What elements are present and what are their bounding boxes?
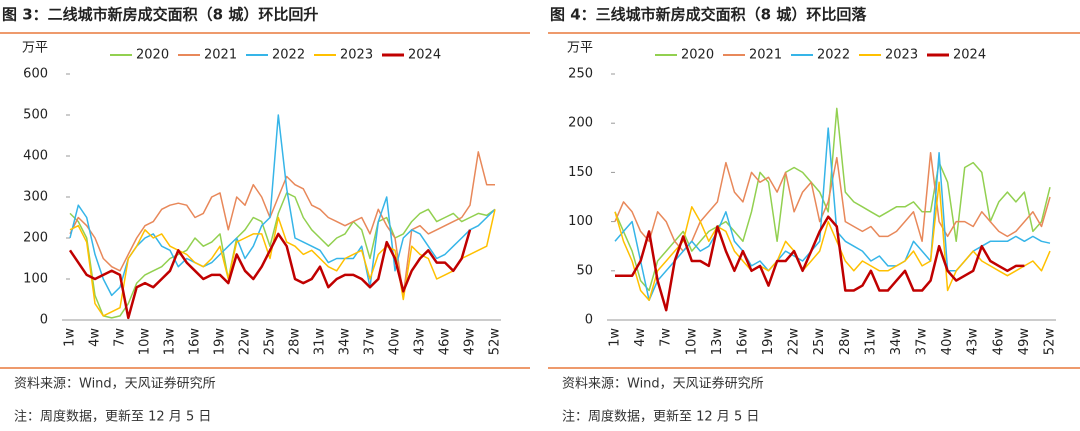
legend-label: 2024: [953, 48, 986, 63]
series-line: [615, 215, 1025, 312]
note: 注：周度数据，更新至 12 月 5 日: [14, 409, 211, 425]
y-tick-label: 400: [23, 149, 48, 164]
y-axis-label: 万平: [22, 41, 48, 56]
x-tick-label: 16w: [735, 328, 750, 356]
x-tick-label: 22w: [238, 328, 253, 356]
y-tick-label: 200: [568, 116, 593, 131]
x-tick-label: 13w: [710, 328, 725, 356]
x-tick-label: 31w: [313, 328, 328, 356]
x-tick-label: 49w: [1017, 328, 1032, 356]
legend-label: 2022: [817, 48, 850, 63]
y-tick-label: 200: [23, 231, 48, 246]
legend-label: 2024: [408, 48, 441, 63]
chart-title: 图 3：二线城市新房成交面积（8 城）环比回升: [2, 6, 318, 24]
x-tick-label: 28w: [288, 328, 303, 356]
y-tick-label: 300: [23, 190, 48, 205]
x-tick-label: 4w: [88, 328, 103, 347]
x-tick-label: 40w: [940, 328, 955, 356]
x-tick-label: 46w: [438, 328, 453, 356]
x-tick-label: 46w: [991, 328, 1006, 356]
series-line: [69, 209, 496, 317]
y-tick-label: 500: [23, 108, 48, 123]
x-tick-label: 31w: [863, 328, 878, 356]
legend-label: 2023: [340, 48, 373, 63]
legend-label: 2020: [681, 48, 714, 63]
x-tick-label: 37w: [915, 328, 930, 356]
x-tick-label: 34w: [889, 328, 904, 356]
legend-label: 2021: [204, 48, 237, 63]
series-line: [69, 151, 495, 297]
x-tick-label: 10w: [138, 328, 153, 356]
note: 注：周度数据，更新至 12 月 5 日: [562, 409, 759, 425]
y-tick-label: 0: [40, 313, 48, 328]
x-tick-label: 52w: [1043, 328, 1058, 356]
y-tick-label: 0: [585, 313, 593, 328]
series-line: [69, 114, 496, 297]
x-tick-label: 4w: [633, 328, 648, 347]
x-tick-label: 52w: [488, 328, 503, 356]
x-tick-label: 34w: [338, 328, 353, 356]
x-tick-label: 43w: [413, 328, 428, 356]
legend-label: 2022: [272, 48, 305, 63]
y-tick-label: 150: [568, 165, 593, 180]
x-tick-label: 40w: [388, 328, 403, 356]
y-tick-label: 50: [576, 263, 593, 278]
legend-label: 2021: [749, 48, 782, 63]
x-tick-label: 13w: [163, 328, 178, 356]
source: 资料来源：Wind，天风证券研究所: [14, 376, 216, 392]
x-tick-label: 28w: [838, 328, 853, 356]
x-tick-label: 22w: [787, 328, 802, 356]
x-tick-label: 25w: [263, 328, 278, 356]
chart-title: 图 4：三线城市新房成交面积（8 城）环比回落: [550, 6, 867, 24]
x-tick-label: 7w: [659, 328, 674, 347]
series-line: [69, 192, 496, 319]
legend-label: 2023: [885, 48, 918, 63]
x-tick-label: 19w: [213, 328, 228, 356]
x-tick-label: 10w: [684, 328, 699, 356]
legend-label: 2020: [136, 48, 169, 63]
x-tick-label: 19w: [761, 328, 776, 356]
y-axis-label: 万平: [567, 41, 593, 56]
y-tick-label: 600: [23, 67, 48, 82]
y-tick-label: 250: [568, 67, 593, 82]
x-tick-label: 37w: [363, 328, 378, 356]
x-tick-label: 7w: [113, 328, 128, 347]
source: 资料来源：Wind，天风证券研究所: [562, 376, 764, 392]
x-tick-label: 25w: [812, 328, 827, 356]
x-tick-label: 1w: [608, 328, 623, 347]
x-tick-label: 16w: [188, 328, 203, 356]
y-tick-label: 100: [568, 214, 593, 229]
series-line: [68, 229, 472, 320]
x-tick-label: 1w: [63, 328, 78, 347]
series-line: [614, 107, 1051, 292]
y-tick-label: 100: [23, 272, 48, 287]
x-tick-label: 43w: [966, 328, 981, 356]
x-tick-label: 49w: [463, 328, 478, 356]
